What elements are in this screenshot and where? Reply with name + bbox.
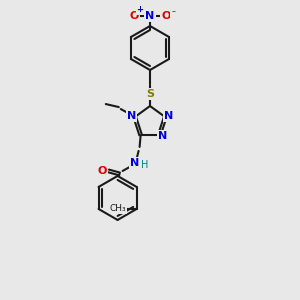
Text: S: S	[146, 89, 154, 99]
Text: O: O	[129, 11, 139, 21]
Text: O: O	[98, 166, 107, 176]
Text: +: +	[136, 5, 143, 14]
Text: CH₃: CH₃	[109, 204, 126, 213]
Text: N: N	[146, 11, 154, 21]
Text: N: N	[164, 111, 173, 121]
Text: H: H	[141, 160, 148, 170]
Text: N: N	[127, 111, 136, 121]
Text: N: N	[158, 131, 167, 141]
Text: -: -	[171, 6, 175, 16]
Text: N: N	[130, 158, 139, 168]
Text: O: O	[161, 11, 171, 21]
